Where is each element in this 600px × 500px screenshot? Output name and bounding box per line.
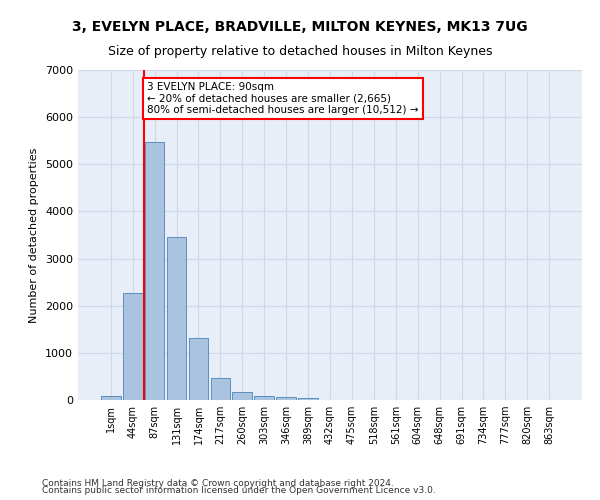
Bar (188, 338, 208, 400)
Bar (276, 398, 296, 400)
Text: Contains HM Land Registry data © Crown copyright and database right 2024.: Contains HM Land Registry data © Crown c… (42, 478, 394, 488)
Bar (211, 378, 230, 400)
Y-axis label: Number of detached properties: Number of detached properties (29, 148, 40, 322)
Bar (298, 398, 318, 400)
Bar (167, 238, 187, 400)
Bar (254, 396, 274, 400)
Bar (101, 396, 121, 400)
Text: 3 EVELYN PLACE: 90sqm
← 20% of detached houses are smaller (2,665)
80% of semi-d: 3 EVELYN PLACE: 90sqm ← 20% of detached … (147, 82, 418, 115)
Bar (145, 142, 164, 400)
Bar (123, 293, 143, 400)
Bar (232, 392, 252, 400)
Text: Size of property relative to detached houses in Milton Keynes: Size of property relative to detached ho… (108, 45, 492, 58)
Text: Contains public sector information licensed under the Open Government Licence v3: Contains public sector information licen… (42, 486, 436, 495)
Text: 3, EVELYN PLACE, BRADVILLE, MILTON KEYNES, MK13 7UG: 3, EVELYN PLACE, BRADVILLE, MILTON KEYNE… (72, 20, 528, 34)
